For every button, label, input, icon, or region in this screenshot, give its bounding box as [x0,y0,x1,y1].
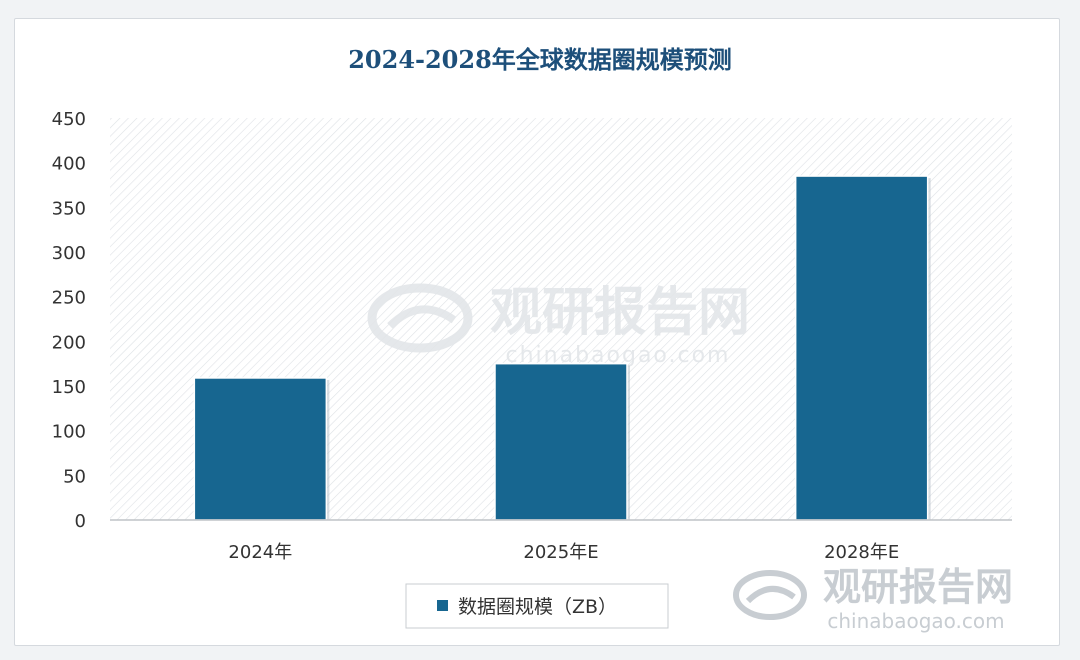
y-tick-label: 350 [52,198,86,219]
y-tick-label: 300 [52,243,86,264]
x-axis: 2024年 2025年E 2028年E [228,542,899,563]
bars [193,175,931,521]
watermark-url-corner: chinabaogao.com [827,609,1004,633]
y-tick-label: 400 [52,154,86,175]
chinabaogao-logo-icon [367,283,473,353]
y-axis: 0 50 100 150 200 250 300 350 400 450 [52,109,86,532]
x-tick-label: 2028年E [824,542,899,563]
y-tick-label: 250 [52,288,86,309]
y-tick-label: 100 [52,422,86,443]
chinabaogao-logo-icon [733,570,807,620]
y-tick-label: 0 [75,511,86,532]
bar [494,362,628,521]
watermark-corner: 观研报告网 chinabaogao.com [733,565,1013,633]
chart-title: 2024-2028年全球数据圈规模预测 [348,45,732,74]
watermark-brand: 观研报告网 [490,283,750,343]
legend: 数据圈规模（ZB） [405,583,669,629]
x-tick-label: 2024年 [228,542,292,563]
bar [794,175,929,521]
y-tick-label: 450 [52,109,86,130]
legend-box [405,583,669,629]
legend-swatch [437,600,448,611]
y-tick-label: 50 [63,466,86,487]
watermark-brand-corner: 观研报告网 [823,565,1013,609]
y-tick-label: 200 [52,332,86,353]
y-tick-label: 150 [52,377,86,398]
bar [193,377,328,521]
legend-label: 数据圈规模（ZB） [458,596,617,618]
x-tick-label: 2025年E [523,542,598,563]
